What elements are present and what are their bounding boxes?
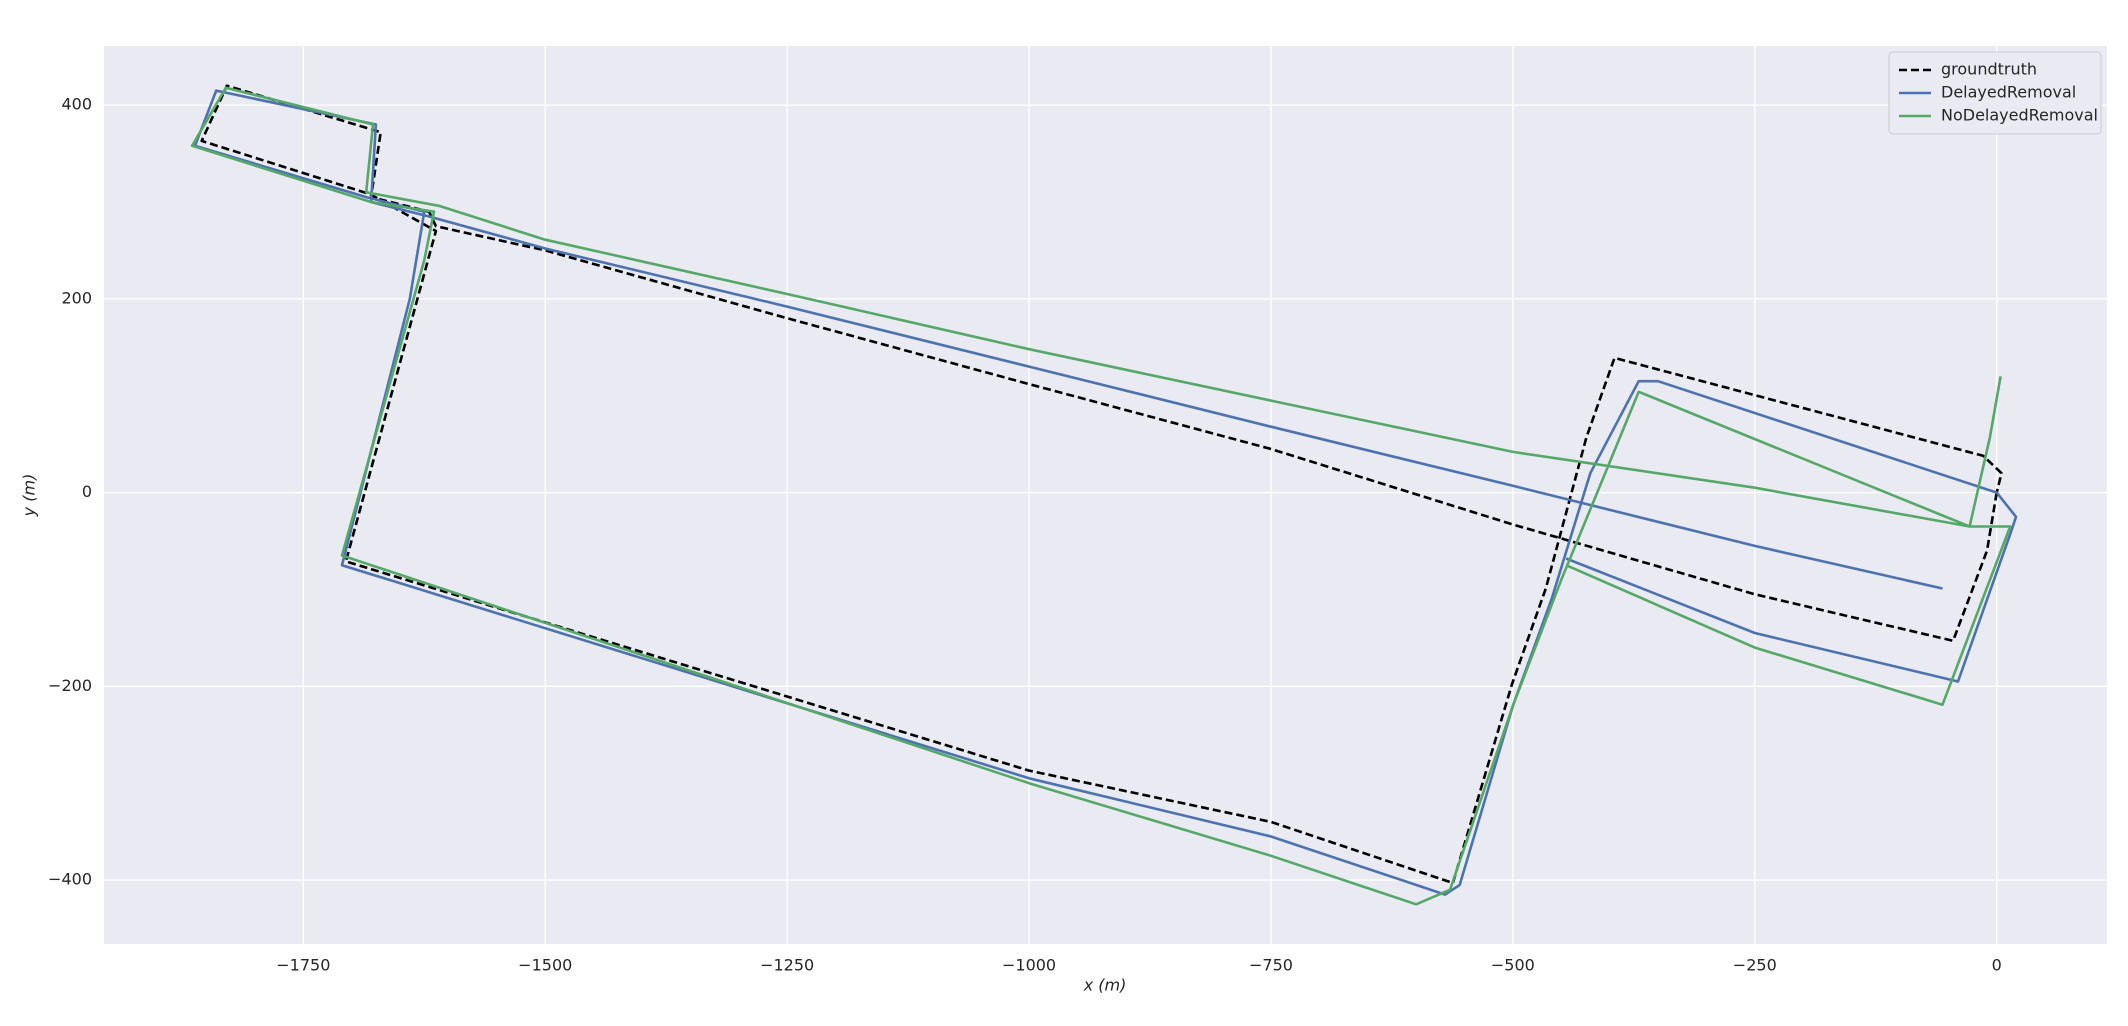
x-tick-label: −1500 (518, 956, 572, 975)
y-tick-label: 200 (61, 288, 92, 307)
trajectory-line (193, 89, 2018, 896)
x-tick-label: −750 (1249, 956, 1293, 975)
y-axis-label: y (m) (20, 474, 39, 518)
x-tick-label: −1250 (760, 956, 814, 975)
x-tick-label: −250 (1733, 956, 1777, 975)
x-tick-label: −1750 (276, 956, 330, 975)
x-axis-label: x (m) (1083, 976, 1127, 995)
x-tick-label: 0 (1992, 956, 2002, 975)
plot-area (104, 46, 2107, 944)
legend-box (1888, 51, 2102, 135)
trajectory-line (190, 86, 2012, 906)
trajectory-line (200, 84, 2003, 885)
legend-label: NoDelayedRemoval (1941, 106, 2098, 125)
y-tick-label: 0 (82, 482, 92, 501)
y-tick-label: 400 (61, 95, 92, 114)
legend-label: DelayedRemoval (1941, 83, 2076, 102)
y-tick-label: −200 (48, 676, 92, 695)
x-tick-label: −500 (1491, 956, 1535, 975)
legend-label: groundtruth (1941, 60, 2037, 79)
x-tick-label: −1000 (1002, 956, 1056, 975)
y-tick-label: −400 (48, 870, 92, 889)
legend: groundtruth DelayedRemoval NoDelayedRemova… (1888, 51, 2102, 135)
